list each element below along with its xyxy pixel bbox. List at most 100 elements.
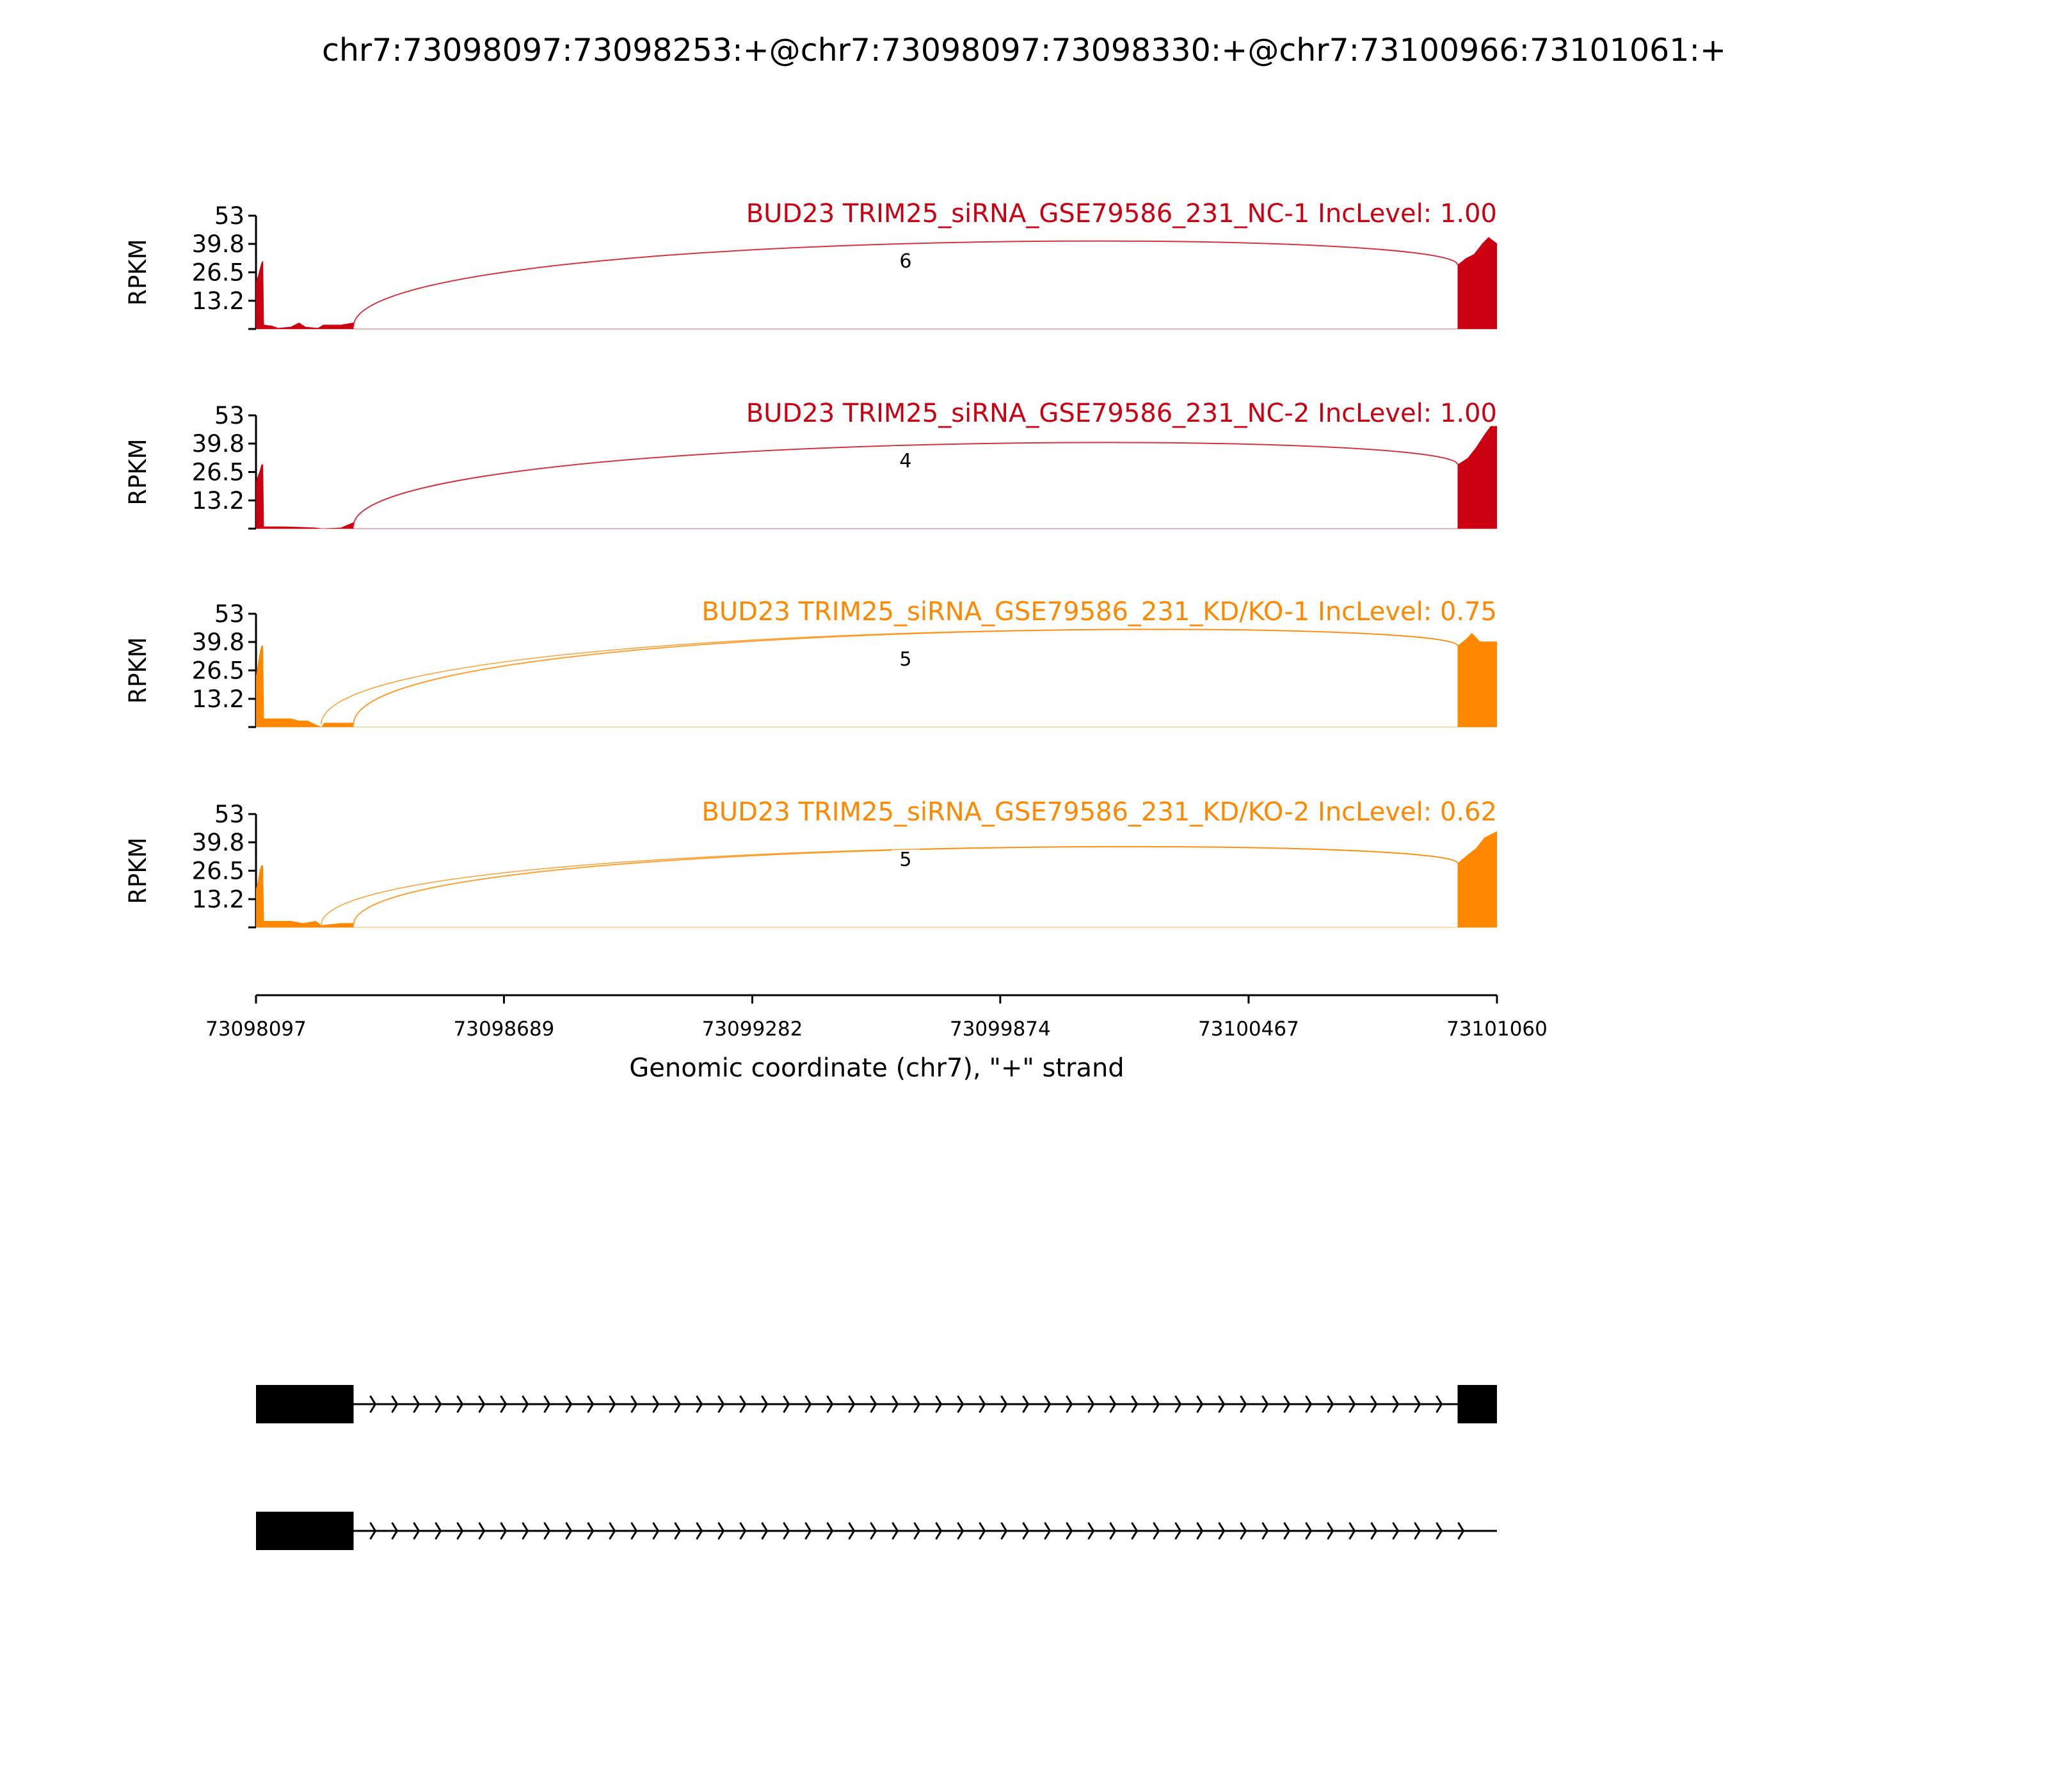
- junction-count-label: 5: [899, 849, 911, 871]
- strand-arrow-icon: [1196, 1522, 1204, 1540]
- sample-label: BUD23 TRIM25_siRNA_GSE79586_231_NC-1 Inc…: [746, 199, 1497, 228]
- strand-arrow-icon: [1087, 1395, 1095, 1413]
- strand-arrow-icon: [543, 1522, 551, 1540]
- strand-arrow-icon: [979, 1522, 986, 1540]
- strand-arrow-icon: [783, 1395, 790, 1413]
- strand-arrow-icon: [804, 1522, 812, 1540]
- junction-arc: [353, 628, 1459, 725]
- strand-arrow-icon: [1066, 1522, 1073, 1540]
- y-tick-label: 53: [214, 801, 244, 828]
- strand-arrow-icon: [870, 1395, 877, 1413]
- y-axis-label: RPKM: [124, 438, 152, 505]
- gene-model-1: [256, 1385, 1497, 1423]
- strand-arrow-icon: [1218, 1522, 1226, 1540]
- y-tick-label: 53: [214, 402, 244, 429]
- strand-arrow-icon: [1327, 1522, 1334, 1540]
- junction-count-label: 6: [899, 250, 911, 273]
- strand-arrow-icon: [848, 1395, 856, 1413]
- strand-arrow-icon: [783, 1522, 790, 1540]
- strand-arrow-icon: [609, 1395, 616, 1413]
- coverage-area: [256, 260, 354, 329]
- strand-arrow-icon: [565, 1522, 573, 1540]
- strand-arrow-icon: [369, 1395, 377, 1413]
- junction-arc: [321, 846, 1459, 925]
- strand-arrow-icon: [1022, 1522, 1030, 1540]
- coverage-area: [1457, 426, 1497, 529]
- strand-arrow-icon: [1044, 1395, 1052, 1413]
- strand-arrow-icon: [543, 1395, 551, 1413]
- y-tick-label: 39.8: [192, 628, 244, 656]
- strand-arrow-icon: [1153, 1395, 1160, 1413]
- strand-arrow-icon: [652, 1522, 660, 1540]
- y-tick-label: 13.2: [192, 685, 244, 713]
- y-tick-label: 53: [214, 202, 244, 230]
- y-tick-label: 39.8: [192, 829, 244, 856]
- strand-arrow-icon: [1000, 1395, 1008, 1413]
- y-tick-label: 53: [214, 600, 244, 628]
- strand-arrow-icon: [696, 1395, 703, 1413]
- panel-1: 13.226.539.853 RPKM 6 BUD23 TRIM25_siRNA_GS…: [124, 199, 1497, 330]
- strand-arrow-icon: [913, 1395, 921, 1413]
- strand-arrow-icon: [957, 1395, 964, 1413]
- strand-arrow-icon: [1066, 1395, 1073, 1413]
- coverage-area: [256, 464, 354, 529]
- strand-arrow-icon: [1348, 1395, 1356, 1413]
- strand-arrow-icon: [1305, 1522, 1313, 1540]
- strand-arrow-icon: [1044, 1522, 1052, 1540]
- junction-count-label: 4: [899, 450, 911, 472]
- junction-count-label: 5: [899, 648, 911, 671]
- junction-arc: [353, 442, 1459, 527]
- strand-arrow-icon: [1283, 1522, 1291, 1540]
- strand-arrow-icon: [1218, 1395, 1226, 1413]
- strand-arrow-icon: [1153, 1522, 1160, 1540]
- strand-arrow-icon: [1109, 1395, 1117, 1413]
- sample-label: BUD23 TRIM25_siRNA_GSE79586_231_KD/KO-1 …: [701, 597, 1497, 627]
- strand-arrow-icon: [413, 1395, 420, 1413]
- strand-arrow-icon: [979, 1395, 986, 1413]
- strand-arrow-icon: [630, 1395, 638, 1413]
- strand-arrow-icon: [848, 1522, 856, 1540]
- strand-arrow-icon: [456, 1522, 464, 1540]
- chart-title: chr7:73098097:73098253:+@chr7:73098097:7…: [322, 32, 1726, 68]
- strand-arrow-icon: [1348, 1522, 1356, 1540]
- strand-arrow-icon: [804, 1395, 812, 1413]
- strand-arrow-icon: [1457, 1522, 1465, 1540]
- coverage-area: [1457, 831, 1497, 927]
- strand-arrow-icon: [761, 1395, 769, 1413]
- strand-arrow-icon: [826, 1395, 834, 1413]
- y-tick-label: 13.2: [192, 487, 244, 515]
- x-axis-label: Genomic coordinate (chr7), "+" strand: [629, 1053, 1124, 1083]
- strand-arrow-icon: [913, 1522, 921, 1540]
- x-tick-label: 73098097: [205, 1018, 307, 1041]
- strand-arrow-icon: [478, 1522, 486, 1540]
- strand-arrow-icon: [587, 1522, 595, 1540]
- sample-label: BUD23 TRIM25_siRNA_GSE79586_231_NC-2 Inc…: [746, 399, 1497, 428]
- strand-arrow-icon: [565, 1395, 573, 1413]
- strand-arrow-icon: [1370, 1395, 1378, 1413]
- strand-arrow-icon: [761, 1522, 769, 1540]
- strand-arrow-icon: [391, 1522, 399, 1540]
- y-axis-label: RPKM: [124, 837, 152, 904]
- strand-arrow-icon: [456, 1395, 464, 1413]
- strand-arrow-icon: [522, 1395, 529, 1413]
- strand-arrow-icon: [1131, 1395, 1139, 1413]
- strand-arrow-icon: [717, 1395, 725, 1413]
- x-tick-label: 73099874: [950, 1018, 1051, 1041]
- strand-arrow-icon: [1196, 1395, 1204, 1413]
- x-axis: 73098097 73098689 73099282 73099874 73100467…: [205, 994, 1548, 1041]
- gene-model-2: [256, 1512, 1497, 1550]
- x-tick-label: 73099282: [702, 1018, 803, 1041]
- strand-arrow-icon: [1305, 1395, 1313, 1413]
- strand-arrow-icon: [1261, 1395, 1269, 1413]
- strand-arrow-icon: [1240, 1395, 1247, 1413]
- y-tick-label: 39.8: [192, 230, 244, 258]
- strand-arrow-icon: [1174, 1522, 1182, 1540]
- strand-arrow-icon: [391, 1395, 399, 1413]
- strand-arrow-icon: [674, 1395, 682, 1413]
- strand-arrow-icon: [522, 1522, 529, 1540]
- x-tick-label: 73101060: [1446, 1018, 1548, 1041]
- y-tick-label: 26.5: [192, 259, 244, 287]
- coverage-area: [256, 865, 354, 927]
- strand-arrow-icon: [478, 1395, 486, 1413]
- x-tick-label: 73098689: [454, 1018, 555, 1041]
